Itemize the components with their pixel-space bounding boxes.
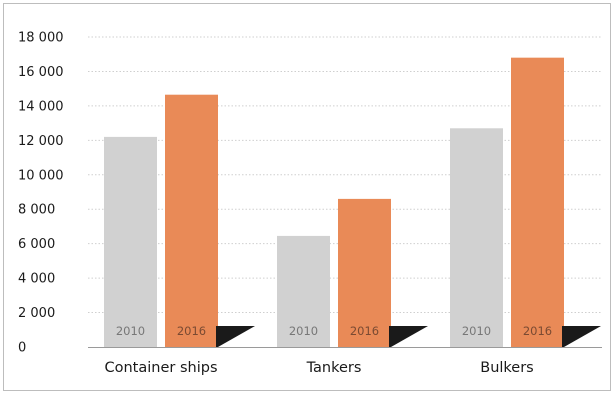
bar-year-label: 2016 <box>177 324 206 338</box>
y-tick-label: 6 000 <box>18 237 55 252</box>
y-tick-label: 4 000 <box>18 272 55 287</box>
bar-2010-1 <box>277 235 330 347</box>
y-tick-label: 16 000 <box>18 65 64 80</box>
y-tick-label: 0 <box>18 341 26 356</box>
category-label: Container ships <box>105 360 218 376</box>
bar-year-label: 2010 <box>462 324 491 338</box>
bar-year-label: 2010 <box>116 324 145 338</box>
category-label: Bulkers <box>480 360 533 376</box>
bar-2010-2 <box>450 128 503 347</box>
bar-2016-1 <box>338 198 391 347</box>
bar-year-label: 2016 <box>523 324 552 338</box>
bar-accent-wedge <box>216 326 255 347</box>
bar-2010-0 <box>104 136 157 347</box>
y-tick-label: 2 000 <box>18 306 55 321</box>
y-tick-label: 8 000 <box>18 203 55 218</box>
bar-accent-wedge <box>562 326 601 347</box>
bar-year-label: 2016 <box>350 324 379 338</box>
bar-2016-2 <box>511 57 564 348</box>
y-tick-label: 12 000 <box>18 134 64 149</box>
y-tick-label: 10 000 <box>18 168 64 183</box>
category-label: Tankers <box>306 360 362 376</box>
y-tick-label: 18 000 <box>18 31 64 46</box>
bar-accent-wedge <box>389 326 428 347</box>
y-tick-label: 14 000 <box>18 99 64 114</box>
bar-year-label: 2010 <box>289 324 318 338</box>
bar-2016-0 <box>165 94 218 347</box>
